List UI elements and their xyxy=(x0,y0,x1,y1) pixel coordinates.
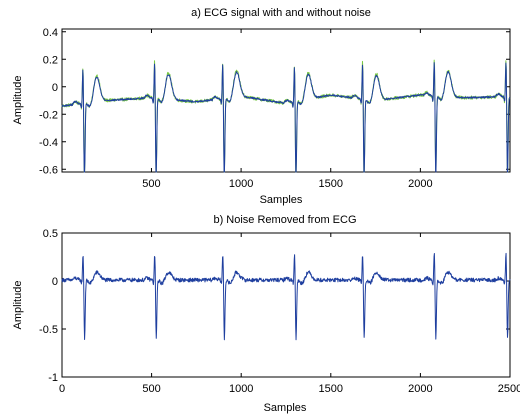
panel-b-xtick-label: 0 xyxy=(59,383,65,395)
panel-b-ytick-label: 0 xyxy=(52,276,58,288)
panel-b-xtick-label: 1000 xyxy=(229,383,253,395)
panel-a-ytick-label: -0.2 xyxy=(39,109,58,121)
panel-b-title: b) Noise Removed from ECG xyxy=(213,214,356,226)
panel-a-ytick-label: 0.4 xyxy=(43,27,58,39)
panel-b-xtick-label: 500 xyxy=(142,383,160,395)
panel-b-ylabel: Amplitude xyxy=(12,281,24,330)
panel-a-ticks: 500 1000 1500 2000 -0.6 -0.4 -0.2 0 0.2 0.4 xyxy=(39,27,510,190)
panel-a-ylabel: Amplitude xyxy=(12,76,24,125)
panel-b-xlabel: Samples xyxy=(264,402,307,414)
panel-a-title: a) ECG signal with and without noise xyxy=(191,7,371,19)
panel-b-ytick-label: -0.5 xyxy=(39,324,58,336)
panel-a-lines xyxy=(61,59,511,173)
panel-b-xtick-label: 2500 xyxy=(498,383,520,395)
panel-a: a) ECG signal with and without noise 500… xyxy=(12,7,511,206)
panel-b-xtick-label: 1500 xyxy=(319,383,343,395)
panel-b-xtick-label: 2000 xyxy=(408,383,432,395)
panel-a-xtick-label: 500 xyxy=(142,178,160,190)
panel-a-ytick-label: 0.2 xyxy=(43,54,58,66)
panel-b-ytick-label: -1 xyxy=(48,372,58,384)
panel-a-series-line-2 xyxy=(61,62,511,173)
panel-a-ytick-label: -0.4 xyxy=(39,137,58,149)
panel-a-xtick-label: 1000 xyxy=(229,178,253,190)
panel-a-ytick-label: 0 xyxy=(52,82,58,94)
panel-b-ticks: 0 500 1000 1500 2000 2500 -1 -0.5 0 0.5 xyxy=(39,228,520,395)
panel-b-series-line-1 xyxy=(61,252,511,341)
panel-a-xlabel: Samples xyxy=(260,194,303,206)
panel-a-xtick-label: 1500 xyxy=(318,178,342,190)
panel-a-ytick-label: -0.6 xyxy=(39,164,58,176)
panel-b-ytick-label: 0.5 xyxy=(43,228,58,240)
panel-b: b) Noise Removed from ECG 0 500 1000 1500 20… xyxy=(12,214,520,414)
panel-b-lines xyxy=(61,252,511,341)
panel-a-xtick-label: 2000 xyxy=(408,178,432,190)
panel-b-axes xyxy=(61,232,511,378)
